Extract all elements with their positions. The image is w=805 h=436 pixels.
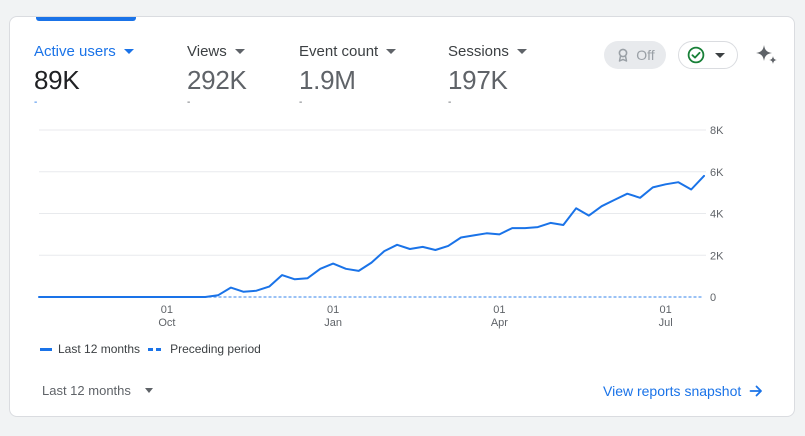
arrow-right-icon: [749, 385, 763, 397]
x-tick-day: 01: [161, 304, 173, 316]
anomaly-toggle-button[interactable]: Off: [604, 41, 666, 69]
x-tick-month: Oct: [158, 317, 175, 329]
series-line-last-12-months: [38, 174, 705, 298]
legend-item-previous: Preceding period: [148, 342, 261, 356]
metric-views[interactable]: Views 292K -: [187, 41, 247, 108]
active-users-card: Active users 89K - Views 292K - Event co…: [9, 16, 795, 417]
legend-label-current: Last 12 months: [58, 342, 141, 356]
metric-delta: -: [299, 97, 303, 108]
view-reports-snapshot-link[interactable]: View reports snapshot: [603, 383, 763, 399]
x-tick-month: Apr: [491, 317, 508, 329]
chevron-down-icon: [234, 49, 245, 54]
check-circle-icon: [687, 46, 705, 64]
legend-item-current: Last 12 months: [40, 342, 140, 356]
chart-legend: Last 12 months Preceding period: [40, 342, 269, 356]
view-reports-snapshot-label: View reports snapshot: [603, 383, 742, 399]
metric-sessions[interactable]: Sessions 197K -: [448, 41, 527, 108]
metric-active-users[interactable]: Active users 89K -: [34, 41, 134, 108]
x-tick-month: Jan: [324, 317, 342, 329]
y-tick-label: 2K: [710, 250, 724, 262]
y-tick-label: 6K: [710, 167, 724, 179]
metric-delta: -: [448, 97, 452, 108]
metric-delta: -: [187, 97, 191, 108]
metric-value: 292K: [187, 65, 247, 95]
chevron-down-icon: [715, 52, 725, 58]
selected-metric-indicator: [36, 17, 136, 21]
y-tick-label: 4K: [710, 209, 724, 221]
y-tick-label: 8K: [710, 125, 724, 137]
metric-value: 89K: [34, 65, 80, 95]
chevron-down-icon: [386, 49, 397, 54]
metric-label: Event count: [299, 42, 379, 60]
metric-value: 1.9M: [299, 65, 356, 95]
metric-value: 197K: [448, 65, 508, 95]
status-dropdown-button[interactable]: [678, 41, 738, 69]
metric-label: Active users: [34, 42, 116, 60]
award-ribbon-icon: [618, 48, 628, 62]
legend-swatch-dashed: [148, 347, 165, 351]
metric-label: Sessions: [448, 42, 509, 60]
date-range-dropdown[interactable]: Last 12 months: [42, 383, 153, 398]
date-range-label: Last 12 months: [42, 383, 131, 398]
legend-swatch-solid: [40, 347, 52, 351]
metric-delta: -: [34, 97, 38, 108]
sparkle-icon[interactable]: [754, 42, 780, 68]
metric-event-count[interactable]: Event count 1.9M -: [299, 41, 397, 108]
legend-label-previous: Preceding period: [170, 342, 261, 356]
metric-label: Views: [187, 42, 227, 60]
x-tick-day: 01: [493, 304, 505, 316]
chevron-down-icon: [123, 49, 134, 54]
y-tick-label: 0: [710, 292, 716, 304]
chevron-down-icon: [144, 388, 153, 393]
chevron-down-icon: [516, 49, 527, 54]
anomaly-toggle-label: Off: [636, 47, 655, 63]
x-tick-month: Jul: [659, 317, 673, 329]
x-tick-day: 01: [660, 304, 672, 316]
x-tick-day: 01: [327, 304, 339, 316]
